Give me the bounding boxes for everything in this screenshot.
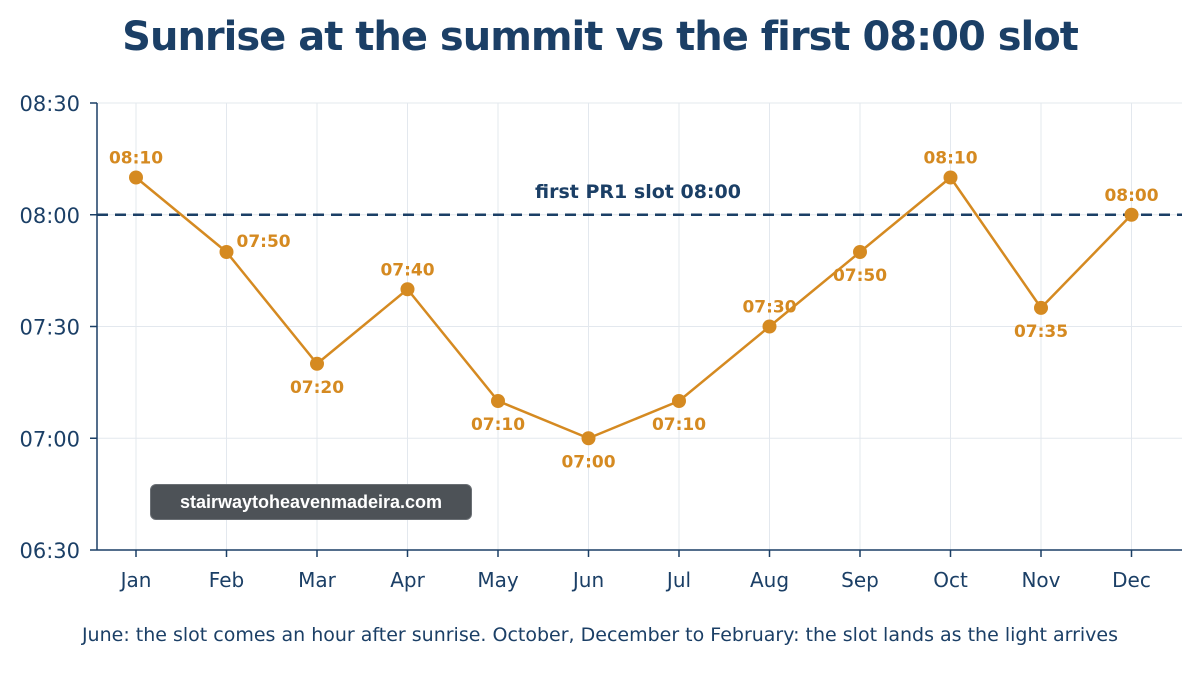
- data-labels: 08:10 07:50 07:20 07:40 07:10 07:00 07:10 07:30…: [109, 149, 1159, 473]
- x-tick-label: Oct: [933, 568, 968, 592]
- x-tick-label: Jun: [571, 568, 604, 592]
- x-tick-label: May: [477, 568, 519, 592]
- y-tick-label: 07:00: [19, 427, 80, 451]
- x-tick-label: Jul: [665, 568, 691, 592]
- x-tick-label: Aug: [750, 568, 789, 592]
- series-sunrise: [129, 170, 1139, 446]
- data-point: [853, 245, 867, 259]
- y-tick-label: 07:30: [19, 316, 80, 340]
- y-axis-ticks: 06:30 07:00 07:30 08:00 08:30: [19, 92, 97, 563]
- watermark-badge: stairwaytoheavenmadeira.com: [150, 484, 472, 520]
- data-label: 08:10: [923, 149, 977, 169]
- data-label: 08:00: [1104, 186, 1158, 206]
- data-label: 07:50: [833, 266, 887, 286]
- y-tick-label: 08:30: [19, 92, 80, 116]
- data-point: [943, 170, 958, 185]
- x-tick-label: Dec: [1112, 568, 1151, 592]
- data-point: [129, 170, 143, 185]
- x-axis-ticks: Jan Feb Mar Apr May Jun Jul Aug Sep Oct Nov Dec: [119, 550, 1151, 592]
- grid-lines: [97, 102, 1182, 551]
- data-label: 07:00: [561, 452, 615, 472]
- series-line: [135, 176, 1133, 440]
- y-tick-label: 06:30: [19, 539, 80, 563]
- chart-caption: June: the slot comes an hour after sunri…: [81, 624, 1119, 646]
- data-label: 07:50: [237, 232, 291, 252]
- data-point: [219, 245, 234, 259]
- data-label: 07:40: [380, 260, 434, 280]
- data-point: [491, 394, 505, 408]
- data-label: 07:30: [742, 298, 796, 318]
- data-label: 08:10: [109, 149, 163, 169]
- data-point: [400, 282, 415, 297]
- data-label: 07:35: [1014, 322, 1068, 342]
- data-point: [310, 356, 324, 371]
- x-tick-label: Apr: [390, 568, 425, 592]
- x-tick-label: Sep: [841, 568, 879, 592]
- data-point: [581, 431, 596, 446]
- y-tick-label: 08:00: [19, 204, 80, 228]
- reference-line-group: first PR1 slot 08:00: [97, 181, 1182, 216]
- data-point: [1034, 300, 1048, 315]
- data-point: [672, 394, 686, 408]
- chart-title: Sunrise at the summit vs the first 08:00…: [122, 14, 1079, 60]
- data-point: [1124, 207, 1139, 222]
- data-label: 07:10: [652, 415, 706, 435]
- x-tick-label: Nov: [1021, 568, 1060, 592]
- x-tick-label: Mar: [298, 568, 337, 592]
- data-label: 07:10: [471, 415, 525, 435]
- data-point: [762, 319, 777, 334]
- reference-line-label: first PR1 slot 08:00: [535, 181, 741, 203]
- x-tick-label: Feb: [209, 568, 244, 592]
- x-tick-label: Jan: [119, 568, 152, 592]
- data-label: 07:20: [290, 378, 344, 398]
